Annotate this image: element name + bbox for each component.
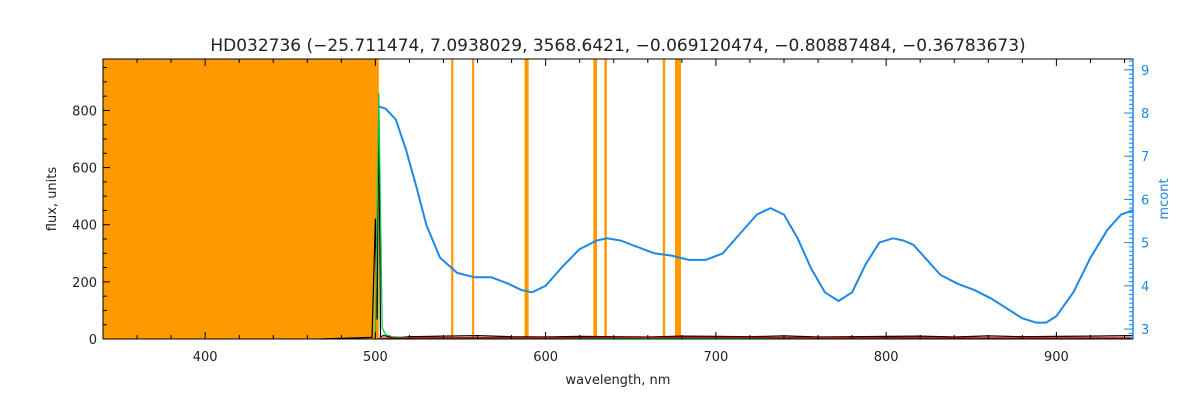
masked-line-2 — [524, 59, 529, 339]
y-tick-label: 400 — [72, 219, 97, 234]
series-line-2 — [378, 336, 1133, 339]
right-tick-label: 6 — [1141, 193, 1149, 208]
masked-line-0 — [451, 59, 454, 339]
masked-region-block — [103, 59, 379, 339]
y-axis-ticks: 0 200 400 600 800 — [72, 67, 110, 348]
right-tick-label: 4 — [1141, 280, 1149, 295]
series-group — [320, 92, 1134, 340]
y-axis-label: flux, units — [45, 167, 60, 232]
masked-line-6 — [675, 59, 681, 339]
x-axis-label: wavelength, nm — [566, 373, 671, 388]
chart-title: HD032736 (−25.711474, 7.0938029, 3568.64… — [210, 36, 1025, 56]
masked-line-3 — [593, 59, 598, 339]
right-tick-label: 3 — [1141, 323, 1149, 338]
x-tick-label: 700 — [703, 350, 728, 365]
right-tick-label: 8 — [1141, 107, 1149, 122]
x-tick-label: 500 — [363, 350, 388, 365]
y-tick-label: 600 — [72, 162, 97, 177]
right-tick-label: 9 — [1141, 64, 1149, 79]
y-tick-label: 200 — [72, 276, 97, 291]
series-line-0 — [320, 96, 1134, 340]
y-tick-label: 0 — [89, 333, 97, 348]
x-tick-label: 600 — [533, 350, 558, 365]
right-axis-label: mcont — [1157, 178, 1172, 219]
masked-regions — [103, 59, 681, 339]
masked-line-1 — [472, 59, 475, 339]
series-line-3 — [378, 105, 1134, 324]
x-tick-label: 800 — [874, 350, 899, 365]
y-tick-label: 800 — [72, 104, 97, 119]
x-tick-label: 900 — [1044, 350, 1069, 365]
right-axis-ticks: 3 4 5 6 7 8 9 — [1124, 59, 1149, 339]
masked-line-5 — [662, 59, 666, 339]
x-axis-ticks: 400 500 600 700 800 900 — [102, 59, 1125, 365]
masked-line-4 — [604, 59, 607, 339]
right-tick-label: 7 — [1141, 150, 1149, 165]
right-tick-label: 5 — [1141, 237, 1149, 252]
x-tick-label: 400 — [193, 350, 218, 365]
